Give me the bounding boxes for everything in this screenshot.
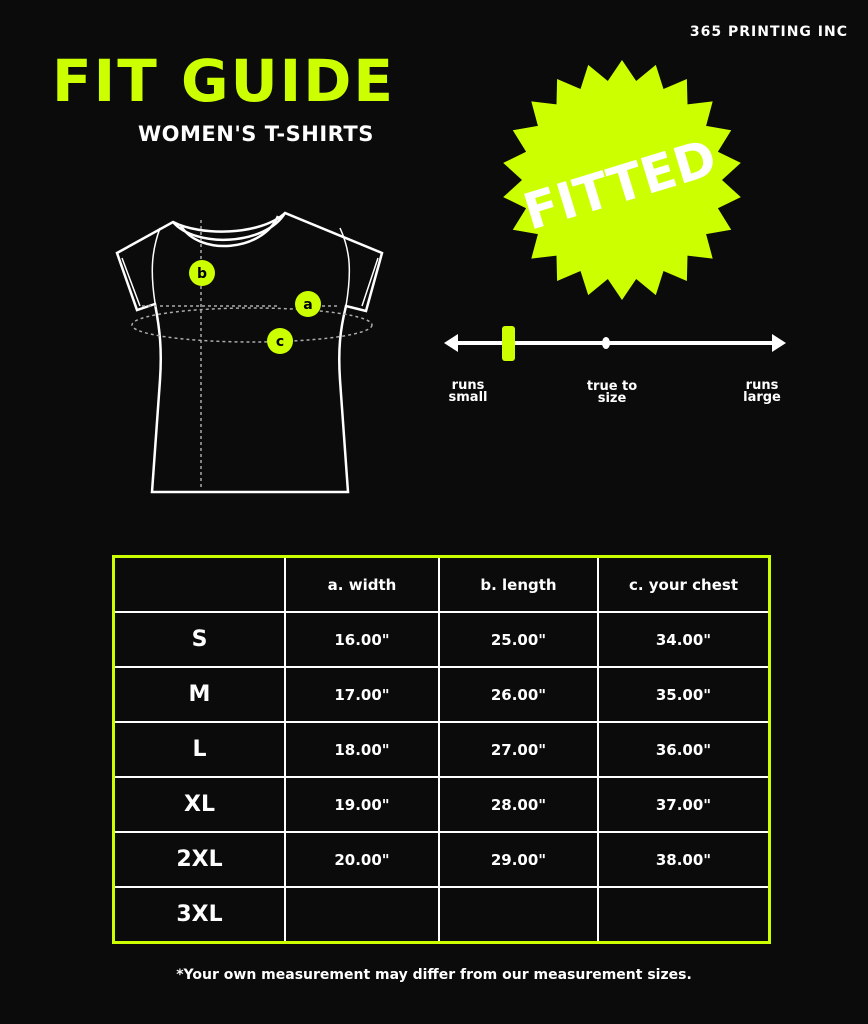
header-cell: a. width [284,555,440,613]
measurement-cell: 16.00" [284,611,440,668]
brand-name: 365 PRINTING INC [689,24,848,40]
fit-indicator [502,326,515,361]
measurement-cell [438,886,599,944]
marker-b: b [189,260,215,286]
fitted-badge [503,60,741,300]
tshirt-diagram [115,211,384,494]
size-label: 3XL [112,886,286,944]
measurement-cell [284,886,440,944]
size-label: XL [112,776,286,833]
header-cell [112,555,286,613]
marker-a: a [295,291,321,317]
measurement-cell: 19.00" [284,776,440,833]
size-chart-table: a. width b. length c. your chest S 16.00"… [112,555,771,944]
table-row: M 17.00" 26.00" 35.00" [112,666,771,723]
page-title: FIT GUIDE [52,47,396,115]
marker-c: c [267,328,293,354]
header-cell: c. your chest [597,555,771,613]
table-row: 3XL [112,886,771,944]
svg-text:a: a [303,297,312,313]
measurement-cell: 17.00" [284,666,440,723]
size-label: L [112,721,286,778]
measurement-cell: 20.00" [284,831,440,888]
label-runs-small: runs small [448,378,488,405]
page-subtitle: WOMEN'S T-SHIRTS [138,122,374,146]
size-label: M [112,666,286,723]
size-label: 2XL [112,831,286,888]
measurement-cell: 26.00" [438,666,599,723]
measurement-cell: 28.00" [438,776,599,833]
measurement-cell: 35.00" [597,666,771,723]
svg-text:c: c [276,334,284,350]
label-runs-large: runs large [743,378,781,405]
label-true-to-size: true to size [586,379,638,406]
size-label: S [112,611,286,668]
table-row: S 16.00" 25.00" 34.00" [112,611,771,668]
fit-scale [444,326,786,361]
measurement-cell: 27.00" [438,721,599,778]
measurement-cell [597,886,771,944]
measurement-cell: 36.00" [597,721,771,778]
measurement-cell: 38.00" [597,831,771,888]
header-cell: b. length [438,555,599,613]
illustration: b a c FITTED [115,60,786,494]
table-row: L 18.00" 27.00" 36.00" [112,721,771,778]
measurement-cell: 18.00" [284,721,440,778]
measurement-cell: 34.00" [597,611,771,668]
table-row: 2XL 20.00" 29.00" 38.00" [112,831,771,888]
svg-text:b: b [197,266,207,282]
table-row: XL 19.00" 28.00" 37.00" [112,776,771,833]
measurement-cell: 29.00" [438,831,599,888]
table-header-row: a. width b. length c. your chest [112,555,771,613]
measurement-cell: 25.00" [438,611,599,668]
footnote: *Your own measurement may differ from ou… [176,967,692,983]
measurement-cell: 37.00" [597,776,771,833]
